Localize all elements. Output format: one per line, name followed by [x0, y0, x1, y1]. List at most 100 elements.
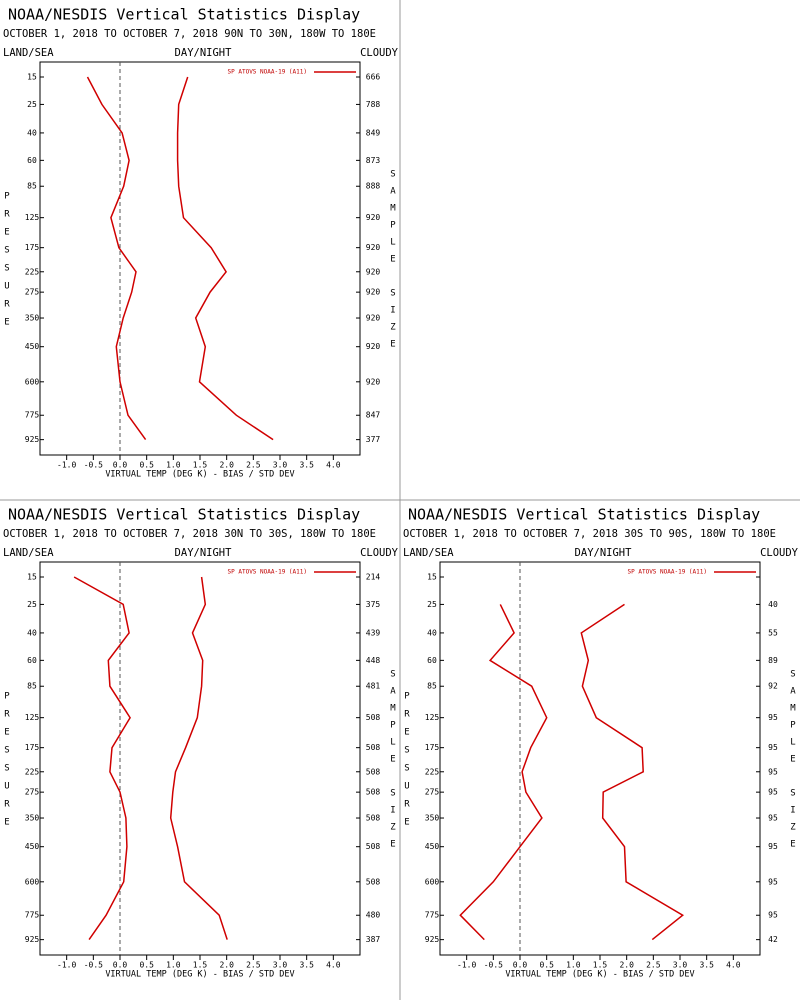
sample-size: 214: [366, 573, 381, 582]
panel: NOAA/NESDIS Vertical Statistics Display O…: [3, 506, 399, 980]
y-tick-label: 125: [25, 713, 40, 722]
sample-size: 377: [366, 435, 381, 444]
y-tick-label: 25: [27, 600, 37, 609]
y-tick-label: 85: [27, 682, 37, 691]
x-tick-label: 1.0: [166, 961, 181, 970]
y-tick-label: 40: [27, 128, 37, 137]
sample-size: 89: [768, 656, 778, 665]
x-axis-label: VIRTUAL TEMP (DEG K) - BIAS / STD DEV: [105, 970, 294, 980]
sample-size: 375: [366, 600, 381, 609]
y-tick-label: 350: [425, 814, 440, 823]
sample-size: 95: [768, 767, 778, 776]
y-tick-label: 60: [27, 156, 37, 165]
y-tick-label: 450: [425, 842, 440, 851]
sample-size: 480: [366, 911, 381, 920]
x-tick-label: 4.0: [326, 961, 341, 970]
y-tick-label: 925: [25, 435, 40, 444]
sample-size: 920: [366, 267, 381, 276]
sample-size: 508: [366, 743, 381, 752]
x-tick-label: 2.0: [219, 461, 234, 470]
y-tick-label: 350: [25, 314, 40, 323]
x-tick-label: -1.0: [57, 961, 76, 970]
header-left: LAND/SEA: [403, 547, 454, 559]
y-tick-label: 125: [425, 713, 440, 722]
sample-size: 95: [768, 743, 778, 752]
sample-size: 920: [366, 314, 381, 323]
sample-size: 92: [768, 682, 778, 691]
y-tick-label: 450: [25, 842, 40, 851]
y-tick-label: 275: [425, 788, 440, 797]
y-tick-label: 125: [25, 213, 40, 222]
sample-size: 95: [768, 814, 778, 823]
sample-size: 666: [366, 73, 381, 82]
header-center: DAY/NIGHT: [575, 547, 633, 559]
header-left: LAND/SEA: [3, 47, 54, 59]
y-tick-label: 275: [25, 288, 40, 297]
series-line: [73, 576, 131, 941]
sample-size: 387: [366, 935, 381, 944]
sample-size: 508: [366, 842, 381, 851]
x-tick-label: 1.0: [166, 461, 181, 470]
sample-size: 920: [366, 213, 381, 222]
sample-size: 481: [366, 682, 381, 691]
x-axis-label: VIRTUAL TEMP (DEG K) - BIAS / STD DEV: [505, 970, 694, 980]
y-tick-label: 25: [427, 600, 437, 609]
y-tick-label: 775: [25, 411, 40, 420]
y-tick-label: 925: [25, 935, 40, 944]
y-tick-label: 15: [27, 73, 37, 82]
sample-size: 888: [366, 182, 381, 191]
y-tick-label: 600: [25, 377, 40, 386]
x-tick-label: 3.5: [699, 961, 714, 970]
series-line: [459, 604, 548, 941]
sample-size: 508: [366, 713, 381, 722]
y-tick-label: 40: [427, 628, 437, 637]
sample-size: 849: [366, 128, 381, 137]
sample-size: 95: [768, 911, 778, 920]
x-tick-label: 3.0: [673, 961, 688, 970]
x-tick-label: 2.5: [646, 961, 661, 970]
panel-title: NOAA/NESDIS Vertical Statistics Display: [8, 6, 360, 24]
y-tick-label: 85: [27, 182, 37, 191]
header-right: CLOUDY: [360, 547, 399, 559]
series-line: [580, 603, 685, 941]
x-tick-label: 3.5: [299, 961, 314, 970]
x-tick-label: 2.0: [219, 961, 234, 970]
sample-size: 95: [768, 713, 778, 722]
x-tick-label: -0.5: [84, 461, 103, 470]
sample-size: 920: [366, 377, 381, 386]
y-tick-label: 15: [27, 573, 37, 582]
legend-label: SP ATOVS NOAA-19 (A11): [228, 69, 307, 76]
sample-size: 920: [366, 342, 381, 351]
x-tick-label: 2.0: [619, 961, 634, 970]
y-tick-label: 600: [25, 877, 40, 886]
sample-size: 788: [366, 100, 381, 109]
x-tick-label: 3.0: [273, 461, 288, 470]
sample-size: 448: [366, 656, 381, 665]
y-tick-label: 225: [25, 267, 40, 276]
sample-size: 508: [366, 767, 381, 776]
header-right: CLOUDY: [760, 547, 799, 559]
legend-label: SP ATOVS NOAA-19 (A11): [628, 569, 707, 576]
x-tick-label: 2.5: [246, 961, 261, 970]
sample-size: 920: [366, 243, 381, 252]
sample-size: 42: [768, 935, 778, 944]
legend-label: SP ATOVS NOAA-19 (A11): [228, 569, 307, 576]
x-tick-label: 1.5: [193, 461, 208, 470]
x-tick-label: 4.0: [326, 461, 341, 470]
y-tick-label: 15: [427, 573, 437, 582]
sample-size: 920: [366, 288, 381, 297]
sample-size: 439: [366, 628, 381, 637]
y-tick-label: 85: [427, 682, 437, 691]
y-tick-label: 225: [425, 767, 440, 776]
sample-size: 873: [366, 156, 381, 165]
header-left: LAND/SEA: [3, 547, 54, 559]
x-tick-label: -1.0: [57, 461, 76, 470]
panel-title: NOAA/NESDIS Vertical Statistics Display: [408, 506, 760, 524]
x-tick-label: -0.5: [84, 961, 103, 970]
